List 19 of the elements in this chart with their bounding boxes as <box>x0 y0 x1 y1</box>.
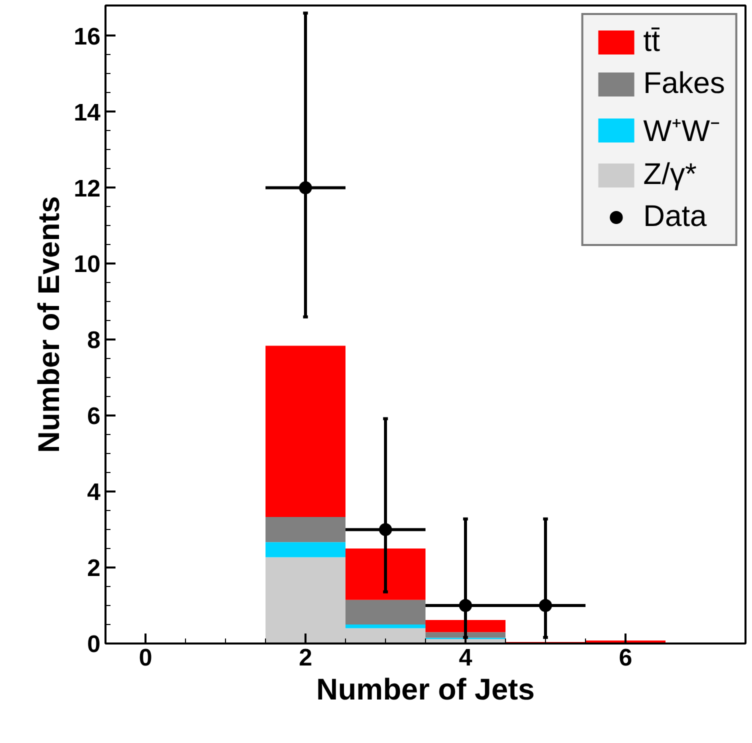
legend-label: Data <box>643 200 707 234</box>
y-tick-label: 10 <box>74 251 101 278</box>
y-tick-label: 4 <box>87 479 102 506</box>
y-tick-label: 2 <box>87 555 101 582</box>
x-axis-title: Number of Jets <box>316 674 535 706</box>
y-tick-label: 6 <box>87 403 101 430</box>
y-tick-label: 16 <box>74 23 101 50</box>
x-tick-label: 2 <box>298 644 312 672</box>
legend-label: tt̄ <box>643 25 661 59</box>
legend-label: Z/γ* <box>643 158 697 192</box>
x-tick-label: 6 <box>618 644 632 672</box>
x-tick-label: 0 <box>138 644 152 672</box>
y-tick-label: 14 <box>74 99 102 126</box>
legend-label: W⁺W⁻ <box>643 114 720 150</box>
y-tick-label: 8 <box>87 327 101 354</box>
y-tick-label: 12 <box>74 175 101 202</box>
y-axis-title: Number of Events <box>32 196 66 453</box>
x-tick-label: 4 <box>458 644 473 672</box>
legend-label: Fakes <box>643 67 725 101</box>
